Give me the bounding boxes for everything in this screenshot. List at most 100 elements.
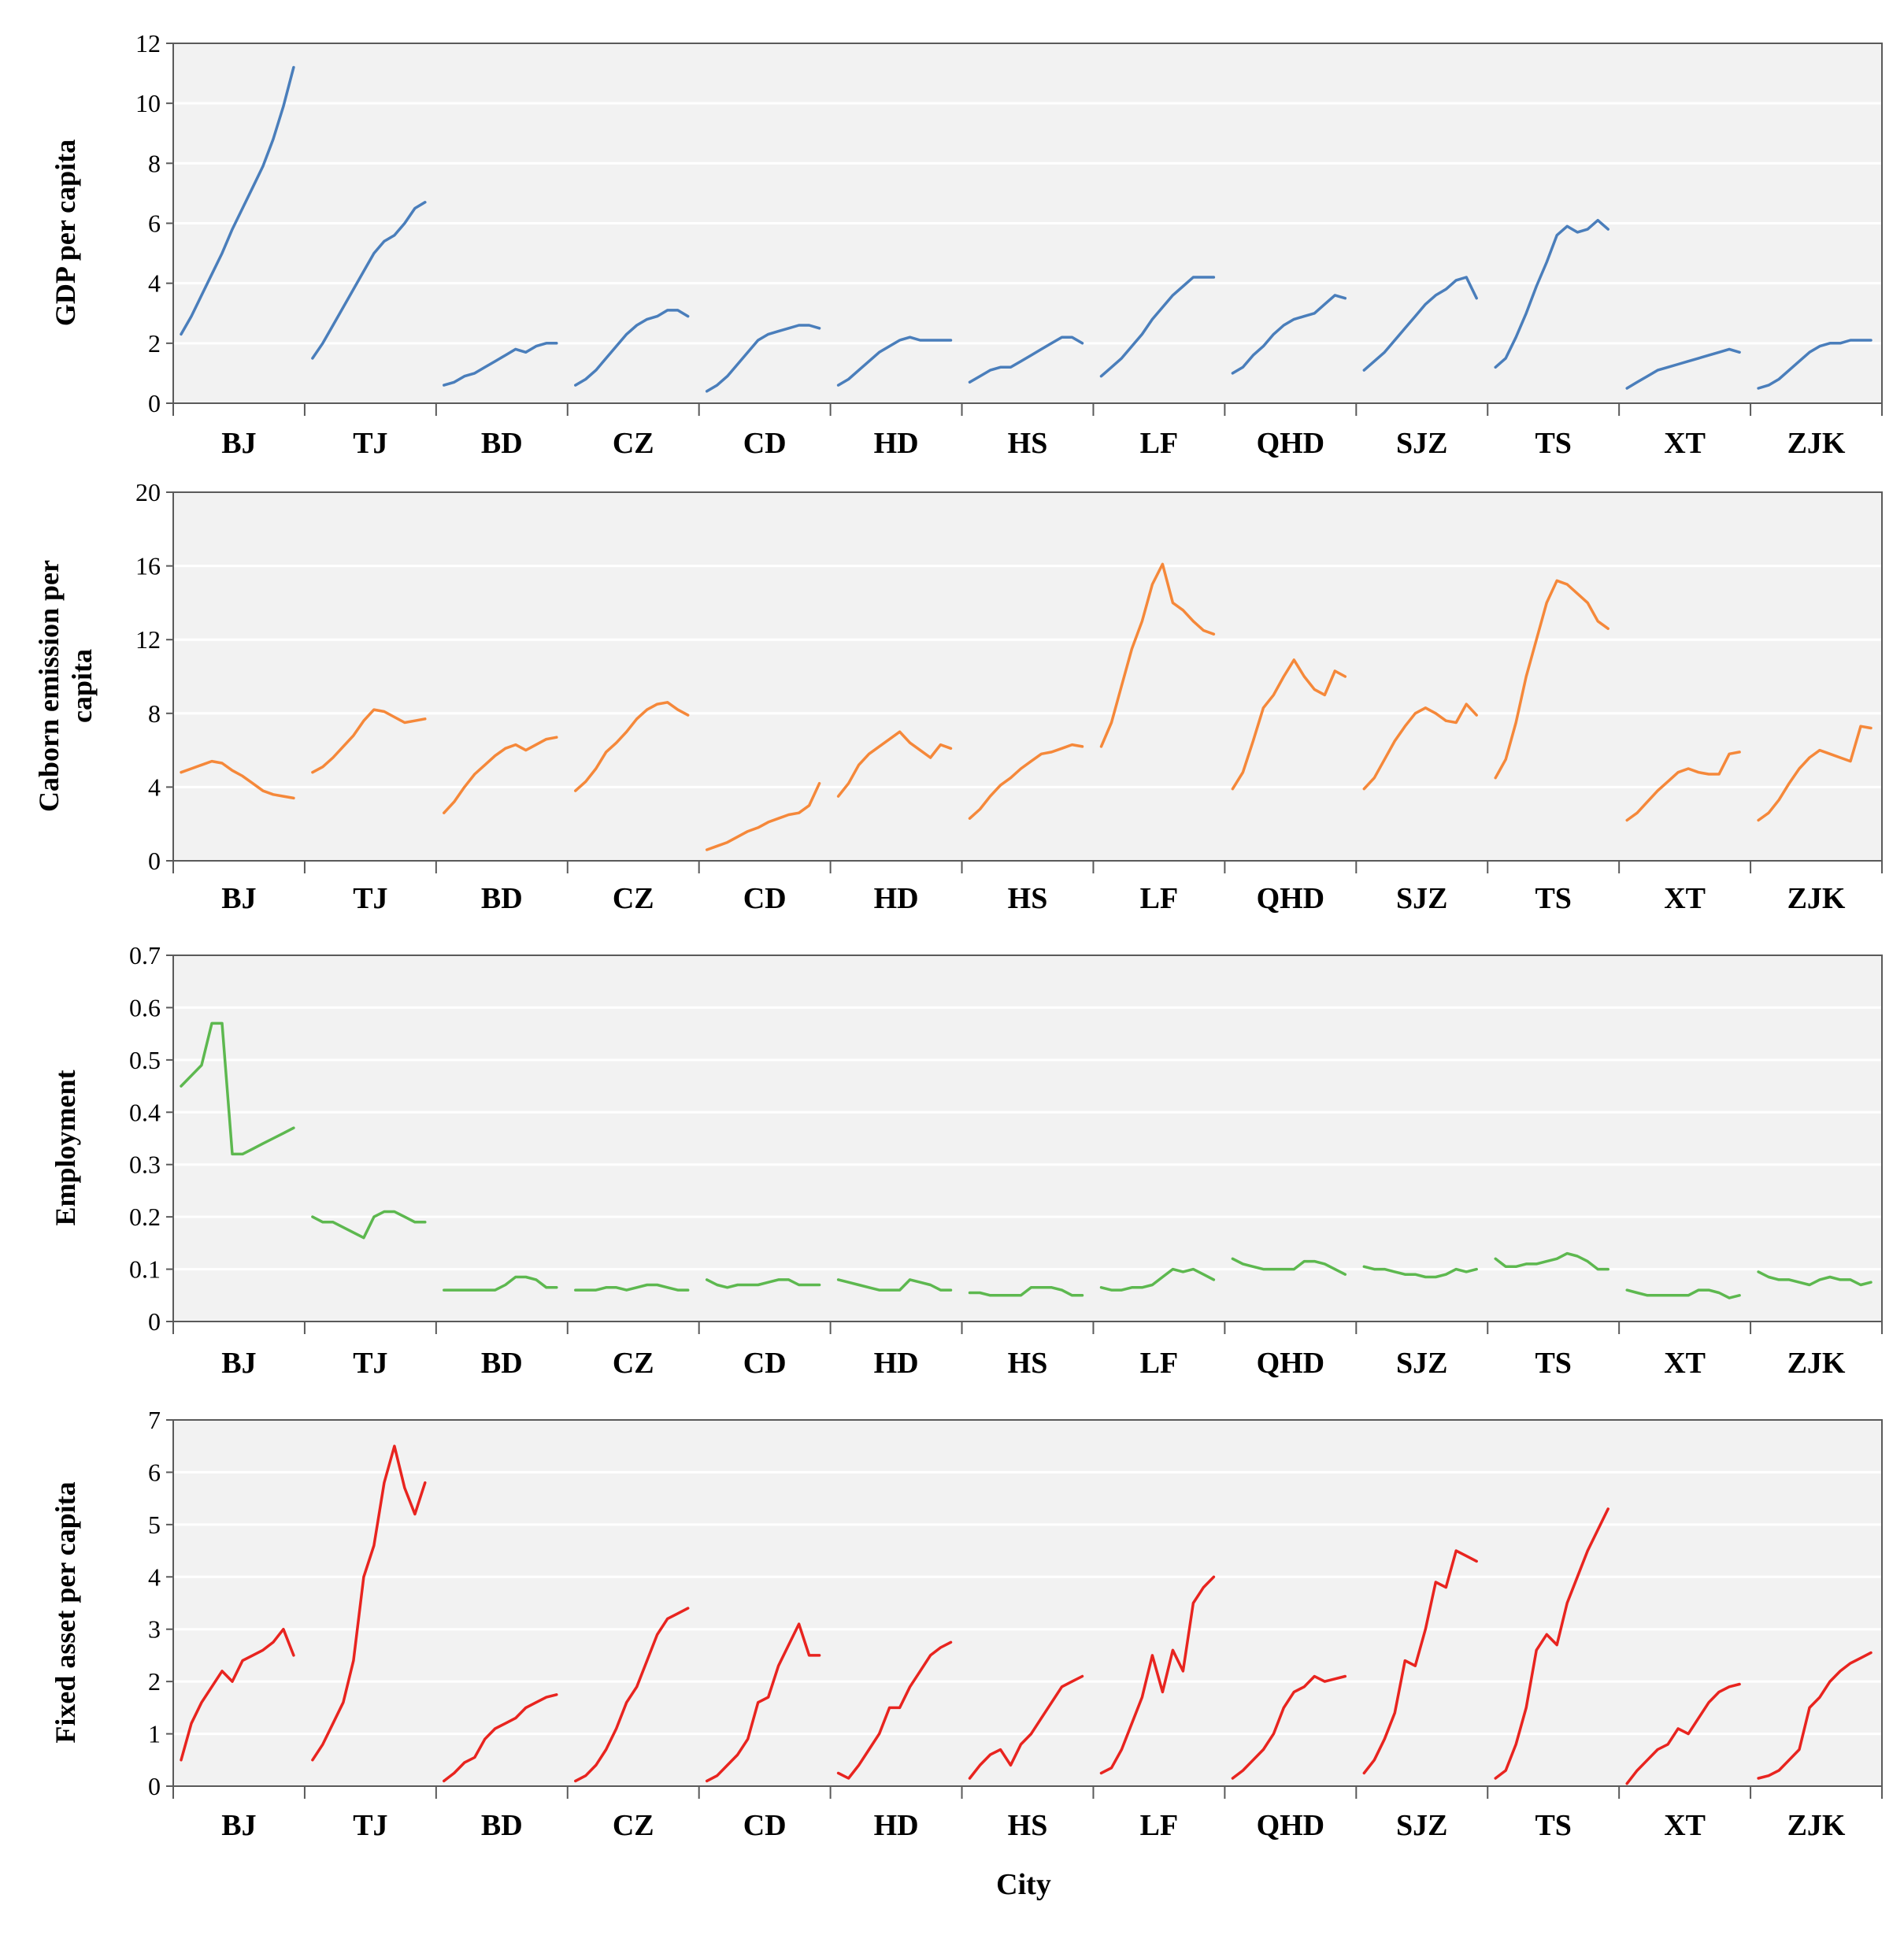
series-line-LF xyxy=(1099,276,1216,378)
series-line-XT xyxy=(1625,751,1741,822)
series-line-TJ xyxy=(311,1210,427,1240)
category-label: CD xyxy=(743,882,787,915)
series-line-ZJK xyxy=(1757,725,1873,822)
y-tick-label: 0.6 xyxy=(129,993,161,1021)
category-label: ZJK xyxy=(1787,1347,1846,1380)
category-label: LF xyxy=(1140,1347,1179,1380)
series-line-HD xyxy=(836,335,953,387)
plot-frame xyxy=(172,1419,1883,1787)
category-label: CD xyxy=(743,427,787,460)
category-label: LF xyxy=(1140,1809,1179,1842)
y-tick-label: 1 xyxy=(148,1720,161,1748)
category-label: QHD xyxy=(1257,882,1325,915)
series-line-HS xyxy=(968,743,1084,820)
series-line-QHD xyxy=(1231,658,1347,791)
category-label: XT xyxy=(1664,427,1706,460)
series-line-XT xyxy=(1625,347,1741,390)
series-line-HD xyxy=(836,1640,953,1780)
category-label: XT xyxy=(1664,882,1706,915)
category-label: BJ xyxy=(221,882,256,915)
category-label: BJ xyxy=(221,427,256,460)
y-tick-label: 8 xyxy=(148,149,161,177)
category-label: HD xyxy=(874,1347,919,1380)
category-label: SJZ xyxy=(1396,882,1447,915)
series-line-BD xyxy=(443,736,558,814)
category-label: QHD xyxy=(1257,1809,1325,1842)
category-label: TS xyxy=(1535,427,1571,460)
series-line-QHD xyxy=(1231,1674,1347,1780)
category-label: QHD xyxy=(1257,427,1325,460)
category-label: HD xyxy=(874,427,919,460)
category-label: ZJK xyxy=(1787,427,1846,460)
category-label: HS xyxy=(1008,1347,1048,1380)
series-line-BD xyxy=(443,342,558,387)
y-tick-label: 20 xyxy=(135,478,161,506)
series-line-SJZ xyxy=(1362,276,1478,372)
series-line-CZ xyxy=(574,701,690,792)
series-line-CD xyxy=(705,781,821,851)
category-label: LF xyxy=(1140,882,1179,915)
category-label: BD xyxy=(481,1347,523,1380)
y-tick-label: 4 xyxy=(148,1562,161,1591)
category-label: HS xyxy=(1008,882,1048,915)
y-tick-label: 7 xyxy=(148,1406,161,1434)
category-label: HS xyxy=(1008,1809,1048,1842)
series-line-SJZ xyxy=(1362,1265,1478,1279)
y-tick-label: 0.5 xyxy=(129,1046,161,1074)
series-line-XT xyxy=(1625,1288,1741,1299)
category-label: CD xyxy=(743,1809,787,1842)
y-tick-label: 8 xyxy=(148,699,161,728)
y-tick-label: 0 xyxy=(148,1307,161,1336)
series-line-HS xyxy=(968,1286,1084,1297)
category-label: TJ xyxy=(353,1809,387,1842)
category-label: CZ xyxy=(613,427,654,460)
category-label: SJZ xyxy=(1396,427,1447,460)
y-tick-label: 3 xyxy=(148,1615,161,1644)
series-line-TS xyxy=(1494,1507,1610,1780)
category-label: XT xyxy=(1664,1809,1706,1842)
series-line-HD xyxy=(836,730,953,798)
category-label: BD xyxy=(481,1809,523,1842)
series-line-QHD xyxy=(1231,294,1347,375)
category-label: BD xyxy=(481,882,523,915)
category-label: BJ xyxy=(221,1347,256,1380)
series-line-TS xyxy=(1494,218,1610,369)
category-label: TS xyxy=(1535,1809,1571,1842)
category-label: ZJK xyxy=(1787,1809,1846,1842)
series-line-LF xyxy=(1099,1575,1216,1775)
series-line-BJ xyxy=(180,1627,295,1762)
series-line-LF xyxy=(1099,562,1216,748)
panel-carbon: 0 4 8 12 16 20 BJ TJ BD CZ CD HD HS LF QHD SJZ TS XT ZJK Ca… xyxy=(33,478,1883,915)
series-line-ZJK xyxy=(1757,1270,1873,1287)
series-line-HD xyxy=(836,1278,953,1292)
category-label: BD xyxy=(481,427,523,460)
y-tick-label: 2 xyxy=(148,1667,161,1696)
y-tick-label: 0.1 xyxy=(129,1255,161,1284)
category-label: HS xyxy=(1008,427,1048,460)
plot-area xyxy=(173,1420,1882,1786)
series-line-HS xyxy=(968,335,1084,384)
y-axis-title: Caborn emission per xyxy=(33,560,65,812)
series-line-BJ xyxy=(180,1021,295,1156)
series-line-CZ xyxy=(574,1607,690,1783)
y-tick-label: 12 xyxy=(135,29,161,57)
y-axis-title: GDP per capita xyxy=(50,139,81,326)
category-label: TS xyxy=(1535,882,1571,915)
panel-employment: 0 0.1 0.2 0.3 0.4 0.5 0.6 0.7 BJ TJ BD CZ CD HD HS LF QH… xyxy=(50,941,1883,1380)
category-label: ZJK xyxy=(1787,882,1846,915)
category-label: CZ xyxy=(613,1809,654,1842)
plot-area xyxy=(173,492,1882,861)
y-tick-label: 16 xyxy=(135,552,161,580)
series-line-CD xyxy=(705,1278,821,1289)
category-label: QHD xyxy=(1257,1347,1325,1380)
y-axis-title: Fixed asset per capita xyxy=(50,1481,81,1743)
series-line-ZJK xyxy=(1757,1651,1873,1780)
category-label: HD xyxy=(874,1809,919,1842)
category-label: HD xyxy=(874,882,919,915)
category-label: TJ xyxy=(353,1347,387,1380)
category-label: TS xyxy=(1535,1347,1571,1380)
category-label: XT xyxy=(1664,1347,1706,1380)
series-line-TS xyxy=(1494,1251,1610,1271)
series-line-BJ xyxy=(180,759,295,800)
plot-frame xyxy=(172,955,1883,1322)
